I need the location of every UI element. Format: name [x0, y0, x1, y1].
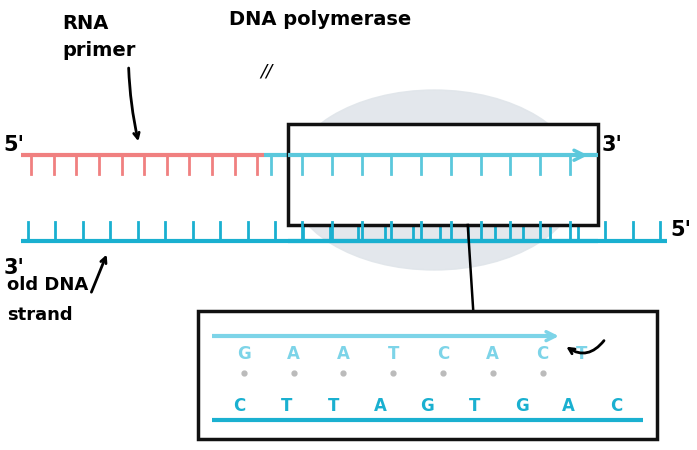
Text: A: A	[374, 397, 387, 415]
Text: 5': 5'	[671, 220, 691, 240]
Text: G: G	[514, 397, 528, 415]
Text: C: C	[437, 345, 449, 363]
Bar	[289, 124, 597, 225]
Text: T: T	[469, 397, 480, 415]
Text: G: G	[420, 397, 434, 415]
Text: //: //	[261, 63, 273, 81]
Text: 5': 5'	[3, 135, 24, 155]
Bar	[198, 310, 657, 439]
Text: T: T	[576, 345, 587, 363]
Text: primer: primer	[63, 41, 136, 60]
Text: A: A	[287, 345, 300, 363]
Text: C: C	[233, 397, 245, 415]
Text: old DNA: old DNA	[7, 276, 89, 294]
Text: G: G	[237, 345, 251, 363]
Text: 3': 3'	[3, 258, 24, 279]
Text: T: T	[280, 397, 292, 415]
Text: T: T	[388, 345, 399, 363]
Text: DNA polymerase: DNA polymerase	[229, 10, 411, 29]
Text: A: A	[337, 345, 350, 363]
Text: A: A	[487, 345, 499, 363]
Text: RNA: RNA	[63, 14, 109, 33]
Text: A: A	[562, 397, 575, 415]
Ellipse shape	[289, 90, 580, 270]
Text: C: C	[537, 345, 549, 363]
Text: C: C	[610, 397, 622, 415]
Text: T: T	[328, 397, 339, 415]
Text: strand: strand	[7, 306, 72, 324]
Text: 3': 3'	[601, 135, 622, 155]
